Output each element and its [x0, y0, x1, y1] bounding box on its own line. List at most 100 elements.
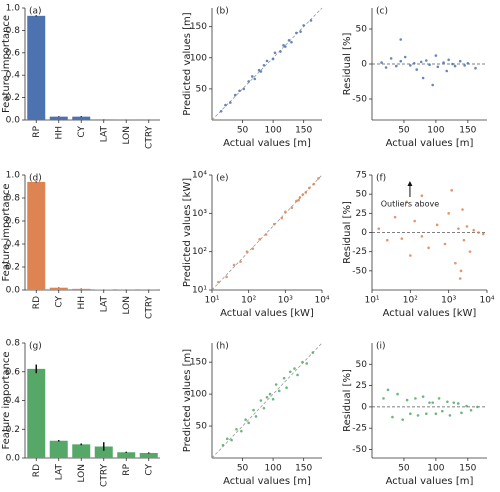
point — [272, 222, 276, 226]
point — [421, 76, 425, 80]
point — [262, 63, 266, 67]
point — [304, 191, 308, 194]
point — [403, 55, 407, 59]
point — [225, 437, 229, 441]
point — [311, 351, 315, 354]
y-tick-label: 150 — [190, 22, 207, 32]
point — [414, 397, 417, 400]
point — [312, 182, 316, 186]
x-tick-label: 10² — [403, 296, 418, 306]
point — [476, 405, 479, 409]
point — [425, 412, 428, 416]
point — [273, 51, 277, 55]
x-axis-label: Actual values [kW] — [220, 308, 314, 319]
point — [264, 233, 268, 236]
x-tick-label: CY — [144, 463, 154, 475]
bar — [49, 116, 68, 120]
point — [481, 232, 485, 236]
x-tick-label: 10³ — [278, 296, 293, 306]
bar — [139, 452, 158, 458]
point — [466, 62, 470, 65]
y-tick-label: 0.4 — [6, 396, 21, 406]
y-tick-label: 50 — [356, 25, 368, 35]
point — [428, 63, 431, 66]
point — [431, 401, 434, 404]
x-tick-label: HH — [54, 126, 64, 140]
point — [450, 189, 454, 192]
point — [284, 45, 287, 48]
bar — [117, 452, 136, 458]
x-tick-label: CY — [54, 295, 64, 307]
x-tick-label: RD — [32, 296, 42, 309]
point — [416, 414, 420, 417]
bar — [72, 116, 91, 120]
point — [394, 64, 398, 68]
point — [296, 373, 299, 377]
bar — [27, 368, 46, 458]
y-axis-label: Feature importance — [1, 15, 12, 113]
point — [460, 411, 463, 415]
point — [290, 206, 294, 210]
point — [284, 210, 287, 214]
x-tick-label: 150 — [459, 464, 476, 474]
point — [295, 31, 298, 35]
point — [389, 57, 393, 60]
point — [434, 54, 438, 57]
panel-label: (e) — [216, 174, 229, 184]
y-tick-label: -25 — [352, 247, 367, 257]
point — [462, 238, 466, 242]
panel-label: (a) — [29, 7, 42, 17]
point — [454, 261, 457, 265]
y-tick-label: 10³ — [192, 209, 207, 219]
point — [415, 68, 419, 71]
panel-label: (g) — [29, 342, 42, 352]
x-tick-label: 50 — [237, 464, 249, 474]
y-tick-label: 75 — [356, 171, 367, 181]
point — [293, 367, 296, 370]
point — [434, 412, 438, 416]
y-tick-label: -50 — [352, 95, 367, 105]
point — [443, 242, 447, 246]
y-tick-label: 10⁴ — [192, 171, 207, 181]
point — [453, 64, 457, 68]
bar — [94, 119, 113, 120]
y-tick-label: 25 — [356, 209, 367, 219]
point — [401, 418, 404, 421]
x-tick-label: 10⁴ — [479, 296, 494, 306]
y-tick-label: 0.0 — [6, 454, 21, 464]
point — [409, 254, 412, 257]
point — [440, 409, 444, 413]
point — [235, 427, 238, 431]
point — [298, 196, 302, 199]
point — [302, 24, 305, 27]
annotation-arrowhead — [407, 181, 413, 186]
point — [477, 231, 480, 234]
point — [405, 398, 409, 402]
y-tick-label: 0.8 — [6, 339, 21, 349]
point — [436, 65, 440, 69]
y-tick-label: 0.0 — [6, 286, 21, 296]
panel-label: (d) — [29, 174, 42, 184]
x-tick-label: 10³ — [441, 296, 456, 306]
point — [242, 87, 246, 91]
point — [229, 101, 232, 104]
panel-label: (i) — [376, 342, 386, 352]
y-tick-label: 0.0 — [6, 116, 21, 126]
y-tick-label: 10¹ — [192, 286, 207, 296]
point — [280, 216, 284, 220]
panel-label: (h) — [216, 342, 229, 352]
y-tick-label: -25 — [352, 424, 367, 434]
y-tick-label: -50 — [352, 266, 367, 276]
y-tick-label: 0.2 — [6, 263, 20, 273]
point — [265, 396, 269, 399]
point — [447, 212, 450, 215]
point — [409, 64, 412, 67]
point — [391, 415, 394, 419]
point — [295, 199, 298, 203]
point — [396, 392, 399, 396]
x-axis-label: Actual values [m] — [223, 138, 311, 149]
point — [399, 38, 403, 41]
point — [257, 68, 261, 72]
y-tick-label: 0 — [361, 228, 367, 238]
